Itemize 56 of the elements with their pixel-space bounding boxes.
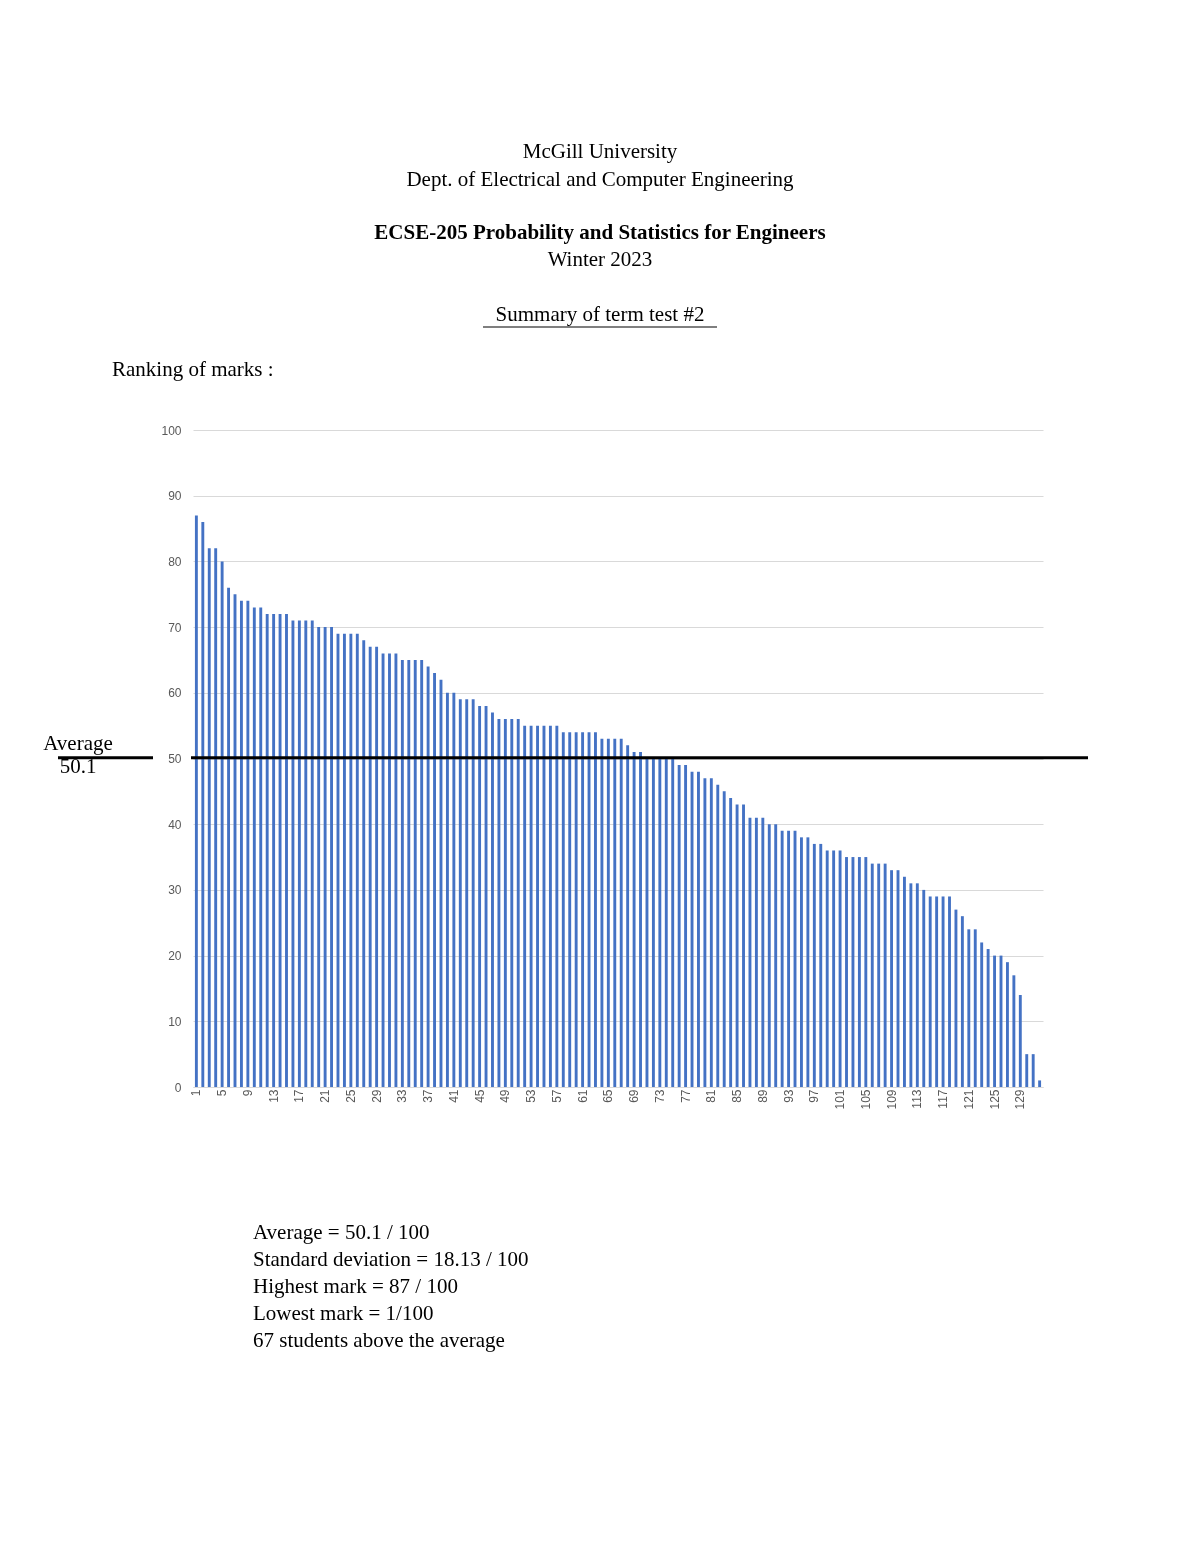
x-tick-label: 5 [215, 1089, 230, 1097]
x-tick-label: 85 [730, 1089, 745, 1103]
y-tick-label: 90 [168, 489, 182, 504]
x-tick-label: 105 [858, 1089, 873, 1110]
ref-line-label: Average 50.1 [43, 730, 113, 778]
text: 67 students above the average [253, 1328, 505, 1352]
x-tick-label: 73 [652, 1089, 667, 1103]
x-tick-label: 65 [601, 1089, 616, 1103]
x-tick-label: 109 [884, 1089, 899, 1110]
x-tick-label: 57 [549, 1089, 564, 1103]
x-tick-label: 129 [1013, 1089, 1028, 1110]
x-tick-label: 93 [781, 1089, 796, 1103]
x-tick-label: 125 [987, 1089, 1002, 1110]
x-tick-label: 97 [807, 1089, 822, 1103]
y-tick-label: 20 [168, 949, 182, 964]
x-tick-label: 81 [704, 1089, 719, 1103]
text: Lowest mark = 1/100 [253, 1301, 434, 1325]
text: Standard deviation = 18.13 / 100 [253, 1247, 529, 1271]
chart-title: ECSE-205 Probability and Statistics for Engineers [374, 220, 826, 244]
y-tick-label: 0 [174, 1080, 182, 1095]
y-tick-label: 80 [168, 554, 182, 569]
x-tick-label: 117 [936, 1089, 951, 1109]
x-tick-label: 53 [524, 1089, 539, 1103]
text: Highest mark = 87 / 100 [253, 1274, 458, 1298]
text: Average = 50.1 / 100 [253, 1220, 430, 1244]
x-tick-label: 101 [833, 1089, 848, 1110]
x-tick-label: 13 [266, 1089, 281, 1103]
text: McGill University [522, 139, 678, 163]
x-tick-label: 9 [240, 1089, 255, 1097]
x-tick-label: 49 [498, 1089, 513, 1103]
text: Dept. of Electrical and Computer Engineering [406, 167, 795, 191]
x-tick-label: 25 [343, 1089, 358, 1103]
x-tick-label: 89 [755, 1089, 770, 1103]
y-tick-label: 60 [168, 686, 182, 701]
y-tick-label: 100 [161, 423, 182, 438]
x-tick-label: 33 [395, 1089, 410, 1103]
chart-subtitle: Winter 2023 [547, 247, 653, 271]
x-tick-label: 37 [421, 1089, 436, 1103]
y-tick-label: 70 [168, 620, 182, 635]
y-tick-label: 10 [168, 1014, 182, 1029]
text: Summary of term test #2 [495, 302, 705, 326]
x-tick-label: 113 [910, 1089, 925, 1109]
x-tick-label: 77 [678, 1089, 693, 1103]
x-tick-label: 61 [575, 1089, 590, 1103]
x-tick-label: 41 [446, 1089, 461, 1103]
x-tick-label: 69 [627, 1089, 642, 1103]
x-tick-label: 29 [369, 1089, 384, 1103]
x-tick-label: 121 [961, 1089, 976, 1110]
x-tick-label: 1 [189, 1089, 204, 1097]
x-tick-label: 21 [318, 1089, 333, 1103]
y-tick-label: 40 [168, 817, 182, 832]
y-tick-label: 50 [168, 752, 182, 766]
text: Ranking of marks : [112, 357, 274, 381]
x-tick-label: 45 [472, 1089, 487, 1103]
x-tick-label: 17 [292, 1089, 307, 1103]
y-tick-label: 30 [168, 883, 182, 898]
